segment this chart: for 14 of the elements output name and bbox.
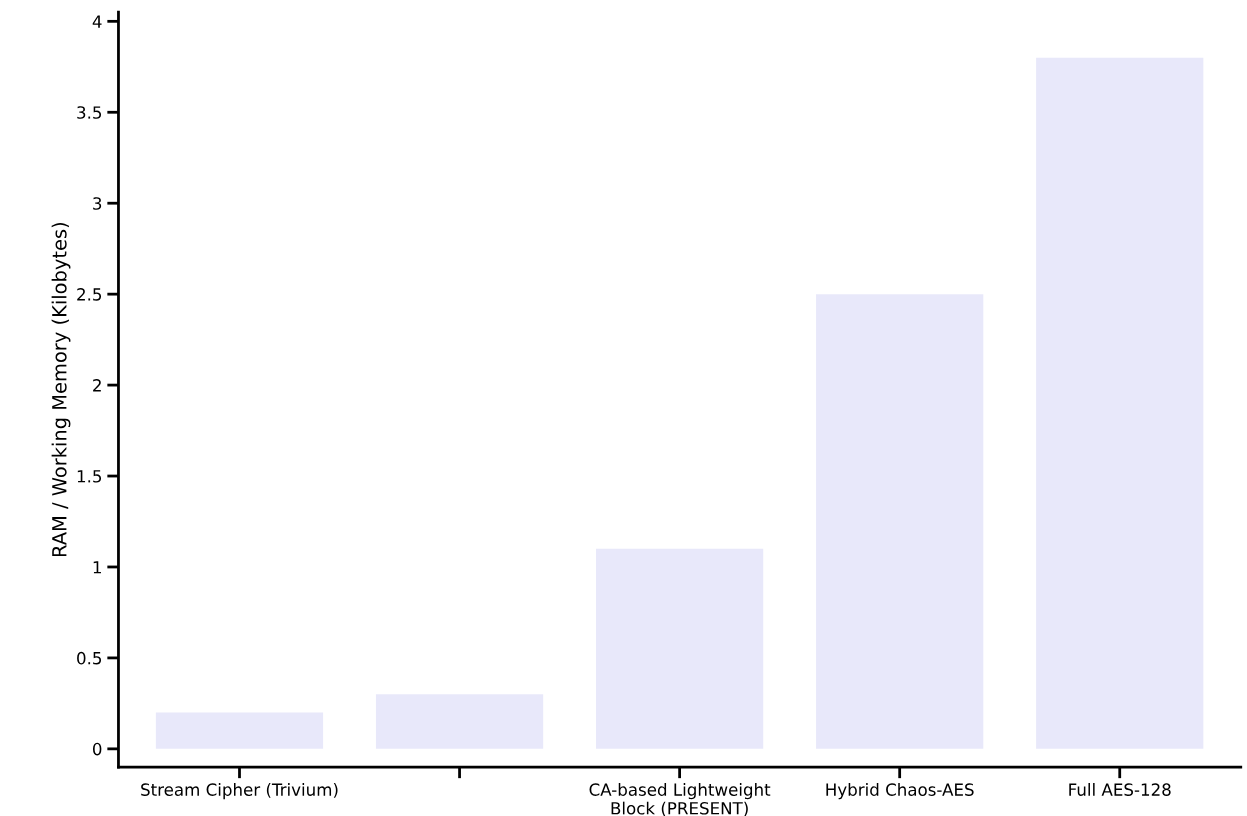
y-tick-label: 4 xyxy=(92,15,102,28)
y-tick-label: 1.5 xyxy=(77,470,102,483)
x-tick-label: Hybrid Chaos-AES xyxy=(826,783,974,800)
y-axis-title: RAM / Working Memory (Kilobytes) xyxy=(51,222,71,557)
x-tick-label: Stream Cipher (Trivium) xyxy=(141,783,338,800)
x-tick-label: CA-based Lightweight Block (PRESENT) xyxy=(589,783,771,816)
x-tick-label: Full AES-128 xyxy=(1069,783,1171,796)
y-tick-label: 2.5 xyxy=(77,288,102,301)
y-tick-label: 0 xyxy=(92,742,102,756)
y-tick-label: 3.5 xyxy=(77,106,102,119)
y-tick-label: 1 xyxy=(93,561,101,574)
y-tick-label: 0.5 xyxy=(77,651,102,665)
y-tick-label: 2 xyxy=(93,379,101,392)
y-tick-label: 3 xyxy=(93,197,102,210)
